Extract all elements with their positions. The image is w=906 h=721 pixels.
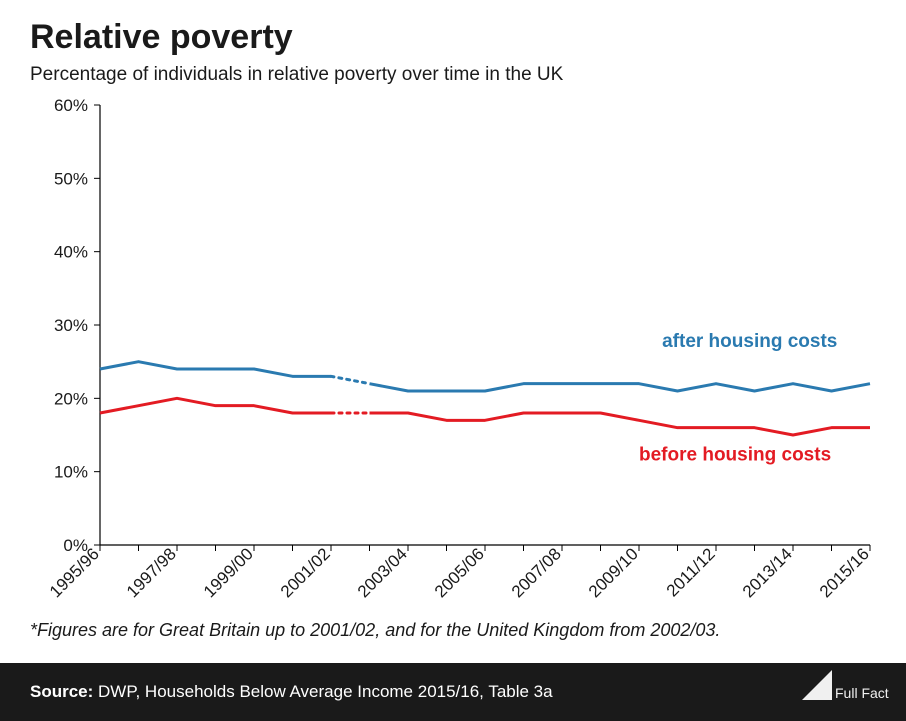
source-label: Source: [30,682,93,701]
chart-subtitle: Percentage of individuals in relative po… [30,64,563,86]
series-line-after-housing-costs-2 [370,384,871,391]
y-tick-label: 30% [54,316,88,335]
x-tick-label: 2003/04 [354,544,411,601]
x-tick-label-group: 2013/14 [739,544,796,601]
y-tick-label: 40% [54,243,88,262]
y-tick-label: 10% [54,463,88,482]
y-tick-label: 60% [54,96,88,115]
source-value: DWP, Households Below Average Income 201… [93,682,552,701]
chart-plot-area: 0%10%20%30%40%50%60%1995/961997/981999/0… [100,105,870,545]
x-tick-label: 2005/06 [431,544,488,601]
logo-text: Full Fact [835,685,889,701]
x-tick-label: 1999/00 [200,544,257,601]
y-tick-label: 50% [54,169,88,188]
x-tick-label-group: 2007/08 [508,544,565,601]
x-tick-label-group: 2015/16 [816,544,873,601]
chart-container: Relative poverty Percentage of individua… [0,0,906,721]
x-tick-label: 2009/10 [585,544,642,601]
series-line-after-housing-costs [100,362,331,377]
x-tick-label-group: 2009/10 [585,544,642,601]
x-tick-label-group: 2011/12 [663,544,719,600]
x-tick-label: 2001/02 [277,544,334,601]
x-tick-label-group: 2001/02 [277,544,334,601]
x-tick-label: 1997/98 [123,544,180,601]
series-line-before-housing-costs [100,398,331,413]
series-label-after-housing-costs: after housing costs [662,331,837,352]
series-label-before-housing-costs: before housing costs [639,445,831,466]
x-tick-label: 2013/14 [739,544,796,601]
footer-bar: Source: DWP, Households Below Average In… [0,663,906,721]
chart-svg: 0%10%20%30%40%50%60%1995/961997/981999/0… [100,105,870,545]
x-tick-label: 2015/16 [816,544,873,601]
fullfact-logo: Full Fact [802,670,888,709]
chart-title: Relative poverty [30,18,293,57]
series-line-before-housing-costs-2 [370,413,871,435]
x-tick-label-group: 2003/04 [354,544,411,601]
x-tick-label: 2007/08 [508,544,565,601]
source-text: Source: DWP, Households Below Average In… [30,682,553,702]
x-tick-label-group: 1999/00 [200,544,257,601]
x-tick-label-group: 1997/98 [123,544,180,601]
chart-footnote: *Figures are for Great Britain up to 200… [30,620,720,641]
series-line-dotted-after-housing-costs [331,376,370,383]
y-tick-label: 20% [54,389,88,408]
x-tick-label-group: 2005/06 [431,544,488,601]
x-tick-label: 2011/12 [663,544,719,600]
